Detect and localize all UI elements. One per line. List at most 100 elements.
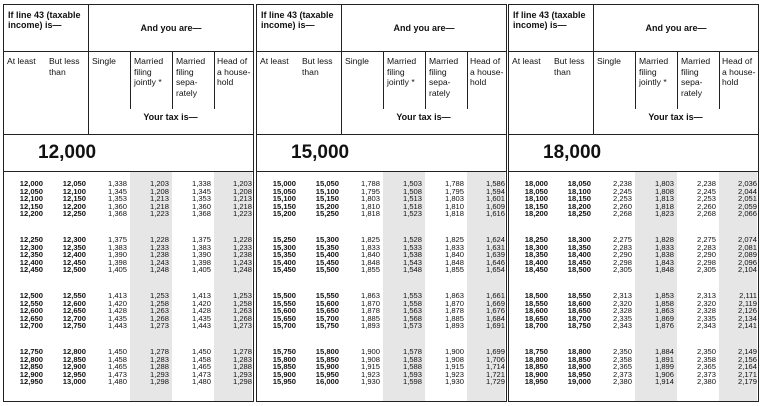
table-cell: 1,914 (654, 377, 674, 386)
table-cell: 18,350 (567, 242, 591, 252)
table-cell: 1,594 (485, 186, 505, 196)
table-cell: 16,000 (315, 377, 339, 386)
table-cell: 18,350 (524, 250, 548, 259)
table-cell: 2,268 (612, 209, 632, 218)
your-tax-is-label: Your tax is— (396, 112, 451, 122)
table-cell: 1,573 (402, 321, 422, 330)
table-cell: 2,290 (612, 250, 632, 259)
table-cell: 1,278 (232, 347, 252, 356)
table-cell: 15,300 (272, 242, 296, 252)
shaded-column (130, 172, 172, 401)
row-group: 12,750 12,800 1,450 1,278 1,450 1,278 12,800 12… (4, 348, 253, 386)
table-row: 15,950 16,000 1,930 1,598 1,930 1,729 (257, 378, 506, 386)
table-cell: 1,578 (402, 347, 422, 356)
table-cell: 12,850 (19, 362, 43, 371)
table-cell: 18,950 (567, 369, 591, 379)
table-cell: 1,818 (654, 201, 674, 211)
table-cell: 1,863 (654, 306, 674, 315)
table-cell: 2,350 (612, 347, 632, 356)
table-cell: 2,104 (737, 265, 757, 274)
col-married-filing-separately: Married filing sepa-rately (429, 56, 459, 98)
table-cell: 2,358 (696, 354, 716, 364)
table-row: 18,350 18,400 2,290 1,838 2,290 2,089 (509, 251, 758, 259)
table-cell: 1,360 (191, 201, 211, 211)
table-cell: 15,600 (272, 306, 296, 315)
table-cell: 18,600 (567, 298, 591, 308)
table-cell: 1,473 (107, 369, 127, 379)
table-cell: 1,473 (191, 369, 211, 379)
table-cell: 2,171 (737, 369, 757, 379)
table-cell: 15,850 (272, 362, 296, 371)
table-cell: 1,258 (232, 298, 252, 308)
divider (341, 51, 342, 134)
table-cell: 1,338 (191, 179, 211, 188)
table-cell: 1,413 (191, 291, 211, 300)
table-cell: 1,833 (360, 242, 380, 252)
table-cell: 12,800 (19, 354, 43, 364)
table-cell: 1,923 (360, 369, 380, 379)
table-cell: 15,350 (315, 242, 339, 252)
table-cell: 1,533 (402, 242, 422, 252)
table-cell: 15,300 (315, 235, 339, 244)
table-row: 15,900 15,950 1,923 1,593 1,923 1,721 (257, 369, 506, 379)
table-cell: 18,300 (524, 242, 548, 252)
table-cell: 15,400 (315, 250, 339, 259)
table-cell: 1,208 (232, 186, 252, 196)
col-married-filing-separately: Married filing sepa-rately (176, 56, 206, 98)
table-cell: 18,950 (524, 377, 548, 386)
table-cell: 1,661 (485, 291, 505, 300)
table-cell: 15,950 (272, 377, 296, 386)
table-cell: 15,500 (272, 291, 296, 300)
col-married-filing-jointly: Married filing jointly * (639, 56, 669, 87)
col-single: Single (345, 56, 369, 66)
table-cell: 1,383 (191, 242, 211, 252)
table-cell: 15,100 (272, 194, 296, 203)
table-cell: 2,066 (737, 209, 757, 218)
table-cell: 15,700 (315, 313, 339, 323)
table-cell: 1,818 (360, 209, 380, 218)
table-cell: 1,568 (402, 313, 422, 323)
row-group: 18,750 18,800 2,350 1,884 2,350 2,149 18,800 18… (509, 348, 758, 386)
table-cell: 15,150 (272, 201, 296, 211)
table-cell: 1,893 (360, 321, 380, 330)
table-row: 12,450 12,500 1,405 1,248 1,405 1,248 (4, 266, 253, 274)
table-cell: 1,930 (444, 377, 464, 386)
and-you-are-label: And you are— (593, 5, 758, 51)
table-cell: 1,278 (149, 347, 169, 356)
table-cell: 1,884 (654, 347, 674, 356)
table-row: 18,850 18,900 2,365 1,899 2,365 2,164 (509, 363, 758, 371)
table-cell: 15,550 (315, 291, 339, 300)
table-cell: 1,238 (232, 250, 252, 259)
table-cell: 1,810 (444, 201, 464, 211)
table-cell: 12,700 (19, 321, 43, 330)
table-cell: 1,420 (107, 298, 127, 308)
table-cell: 2,313 (612, 291, 632, 300)
table-cell: 1,900 (360, 347, 380, 356)
table-cell: 12,150 (62, 194, 86, 203)
column-headers: At least But less than Single Married filin… (509, 51, 758, 135)
table-cell: 2,343 (696, 321, 716, 330)
table-cell: 12,450 (19, 265, 43, 274)
table-row: 15,150 15,200 1,810 1,518 1,810 1,609 (257, 201, 506, 211)
divider (677, 51, 678, 109)
table-cell: 18,700 (567, 313, 591, 323)
table-cell: 1,721 (485, 369, 505, 379)
table-cell: 2,260 (612, 201, 632, 211)
table-row: 12,950 13,000 1,480 1,298 1,480 1,298 (4, 378, 253, 386)
divider (172, 51, 173, 109)
table-cell: 1,684 (485, 313, 505, 323)
table-cell: 2,320 (612, 298, 632, 308)
table-cell: 1,803 (654, 179, 674, 188)
table-cell: 1,631 (485, 242, 505, 252)
table-cell: 1,906 (654, 369, 674, 379)
table-row: 12,750 12,800 1,450 1,278 1,450 1,278 (4, 348, 253, 356)
table-cell: 2,365 (696, 362, 716, 371)
table-cell: 15,900 (315, 362, 339, 371)
col-single: Single (92, 56, 116, 66)
shaded-column (467, 172, 505, 401)
table-cell: 18,600 (524, 306, 548, 315)
table-cell: 1,788 (360, 179, 380, 188)
table-cell: 1,450 (107, 347, 127, 356)
table-cell: 1,243 (149, 257, 169, 267)
row-group: 15,500 15,550 1,863 1,553 1,863 1,661 15,550 15… (257, 292, 506, 330)
